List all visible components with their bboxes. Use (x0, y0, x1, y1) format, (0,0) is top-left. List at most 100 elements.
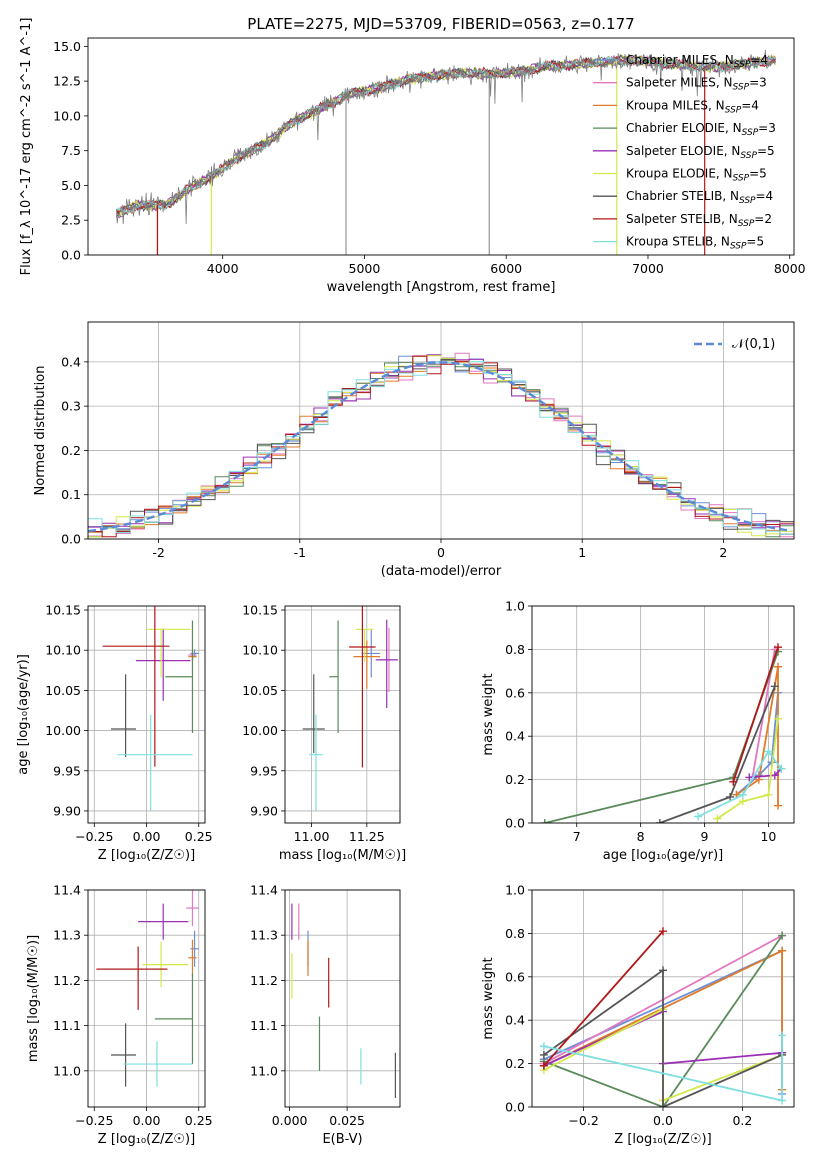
plot-area (539, 927, 787, 1107)
legend-label: Kroupa ELODIE, NSSP=5 (626, 167, 767, 184)
y-tick-label: 5.0 (61, 178, 81, 193)
weight-marker-7 (774, 643, 783, 652)
legend-label: Salpeter ELODIE, NSSP=5 (626, 144, 775, 161)
weight-marker-8 (764, 747, 773, 756)
figure-title: PLATE=2275, MJD=53709, FIBERID=0563, z=0… (247, 15, 634, 33)
plot-area (302, 606, 398, 811)
weight-marker-8 (777, 764, 786, 773)
legend-model-name: Chabrier MILES, N (626, 53, 734, 67)
y-tick-label: 11.4 (250, 883, 278, 898)
weight-marker-8 (694, 812, 703, 821)
axes-frame (87, 37, 795, 256)
model-spectrum-8 (115, 55, 776, 214)
panel-mass_weight_vs_age: 7 8 9 10 0.0 0.2 0.4 0.6 0.8 1.0 age [log₁₀(age/yr… (481, 599, 795, 863)
panel-mass_vs_ebv: 0.000 0.025 11.0 11.1 11.2 11.3 11.4 E(B-V) (250, 883, 401, 1147)
y-tick-label: 11.4 (53, 883, 81, 898)
y-tick-label: 0.8 (505, 926, 525, 941)
x-tick-label: 2 (719, 545, 727, 560)
axes-frame (87, 605, 206, 824)
y-tick-label: 9.95 (250, 763, 278, 778)
weight-marker-7 (729, 777, 738, 786)
weight-marker-5 (774, 714, 783, 723)
y-tick-label: 0.0 (61, 248, 81, 263)
y-tick-label: 10.00 (45, 723, 81, 738)
y-tick-label: 0.4 (505, 729, 525, 744)
legend-model-name: Kroupa MILES, N (626, 98, 725, 112)
axes-frame (87, 889, 206, 1108)
x-tick-label: −0.2 (568, 1113, 598, 1128)
legend-nssp: =4 (756, 189, 774, 203)
weight-marker-8 (539, 1042, 548, 1051)
panel-spectrum: 4000 5000 6000 7000 8000 0.0 2.5 5.0 7.5 10.0 12.5… (19, 18, 806, 295)
y-tick-label: 0.4 (61, 354, 81, 369)
legend-label: Kroupa MILES, NSSP=4 (626, 98, 759, 115)
x-tick-label: 0.0 (653, 1113, 673, 1128)
weight-marker-7 (539, 1061, 548, 1070)
x-tick-label: 0 (437, 545, 445, 560)
weight-marker-8 (738, 790, 747, 799)
legend-label: 𝒩(0,1) (732, 337, 775, 352)
legend-model-name: Chabrier ELODIE, N (626, 121, 742, 135)
weight-marker-7 (659, 927, 667, 936)
y-axis-label: mass [log₁₀(M/M☉)] (26, 935, 41, 1062)
axes-frame (284, 889, 401, 1108)
y-tick-label: 1.0 (505, 599, 525, 614)
y-tick-label: 10.05 (242, 683, 278, 698)
axes-frame (531, 605, 795, 824)
axes-frame (87, 321, 795, 540)
legend-subscript: SSP (738, 219, 755, 229)
legend: Chabrier MILES, N SSP =4 Salpeter MILES, NS… (593, 53, 776, 252)
y-tick-label: 7.5 (61, 143, 81, 158)
plot-area (540, 643, 786, 823)
axes-frame (531, 889, 795, 1108)
weight-marker-2 (778, 946, 787, 955)
legend-nssp: =3 (749, 76, 767, 90)
x-tick-label: 4000 (207, 261, 239, 276)
legend-label: Salpeter STELIB, NSSP=2 (626, 212, 772, 229)
y-tick-label: 0.8 (505, 642, 525, 657)
weight-marker-4 (745, 773, 754, 782)
y-tick-label: 11.3 (53, 928, 81, 943)
x-tick-label: 0.2 (732, 1113, 752, 1128)
x-axis-label: mass [log₁₀(M/M☉)] (279, 848, 406, 863)
x-tick-label: 0.25 (185, 829, 213, 844)
grid (88, 889, 205, 1107)
weight-line-3 (543, 935, 783, 1107)
x-tick-label: -2 (152, 545, 164, 560)
x-axis-label: Z [log₁₀(Z/Z☉)] (614, 1132, 711, 1147)
legend-model-name: Chabrier STELIB, N (626, 189, 739, 203)
x-tick-label: 0.00 (133, 829, 161, 844)
data-spectrum (116, 49, 776, 225)
x-tick-label: −0.25 (75, 829, 113, 844)
y-tick-label: 0.2 (505, 772, 525, 787)
y-tick-label: 11.0 (250, 1063, 278, 1078)
y-tick-label: 10.00 (242, 723, 278, 738)
weight-marker-2 (774, 662, 783, 671)
weight-marker-6 (770, 682, 779, 691)
legend-model-name: Salpeter ELODIE, N (626, 144, 740, 158)
x-tick-label: 11.25 (349, 829, 385, 844)
x-axis-label: E(B-V) (322, 1132, 362, 1147)
weight-line-7 (543, 930, 664, 1067)
weight-marker-6 (655, 819, 664, 823)
x-tick-label: -1 (294, 545, 306, 560)
legend-nssp: =4 (750, 53, 768, 67)
y-tick-label: 10.15 (242, 603, 278, 618)
legend-model-name: Salpeter STELIB, N (626, 212, 738, 226)
x-axis-label: (data-model)/error (381, 564, 502, 579)
legend-label: Salpeter MILES, NSSP=3 (626, 76, 767, 93)
legend-nssp: =3 (758, 121, 776, 135)
y-axis-label: mass weight (481, 673, 496, 755)
legend-label: Chabrier ELODIE, NSSP=3 (626, 121, 776, 138)
y-tick-label: 0.0 (61, 532, 81, 547)
y-tick-label: 12.5 (53, 74, 81, 89)
y-tick-label: 11.3 (250, 928, 278, 943)
weight-marker-4 (770, 771, 779, 780)
x-axis-label: Z [log₁₀(Z/Z☉)] (98, 848, 195, 863)
panel-mass_weight_vs_Z: −0.2 0.0 0.2 0.0 0.2 0.4 0.6 0.8 1.0 Z [log₁₀(Z/Z… (481, 883, 795, 1147)
y-axis-label: Flux [f_λ 10^-17 erg cm^-2 s^-1 A^-1] (19, 18, 34, 276)
legend-subscript: SSP (733, 83, 750, 93)
y-tick-label: 11.0 (53, 1063, 81, 1078)
x-axis-label: Z [log₁₀(Z/Z☉)] (98, 1132, 195, 1147)
